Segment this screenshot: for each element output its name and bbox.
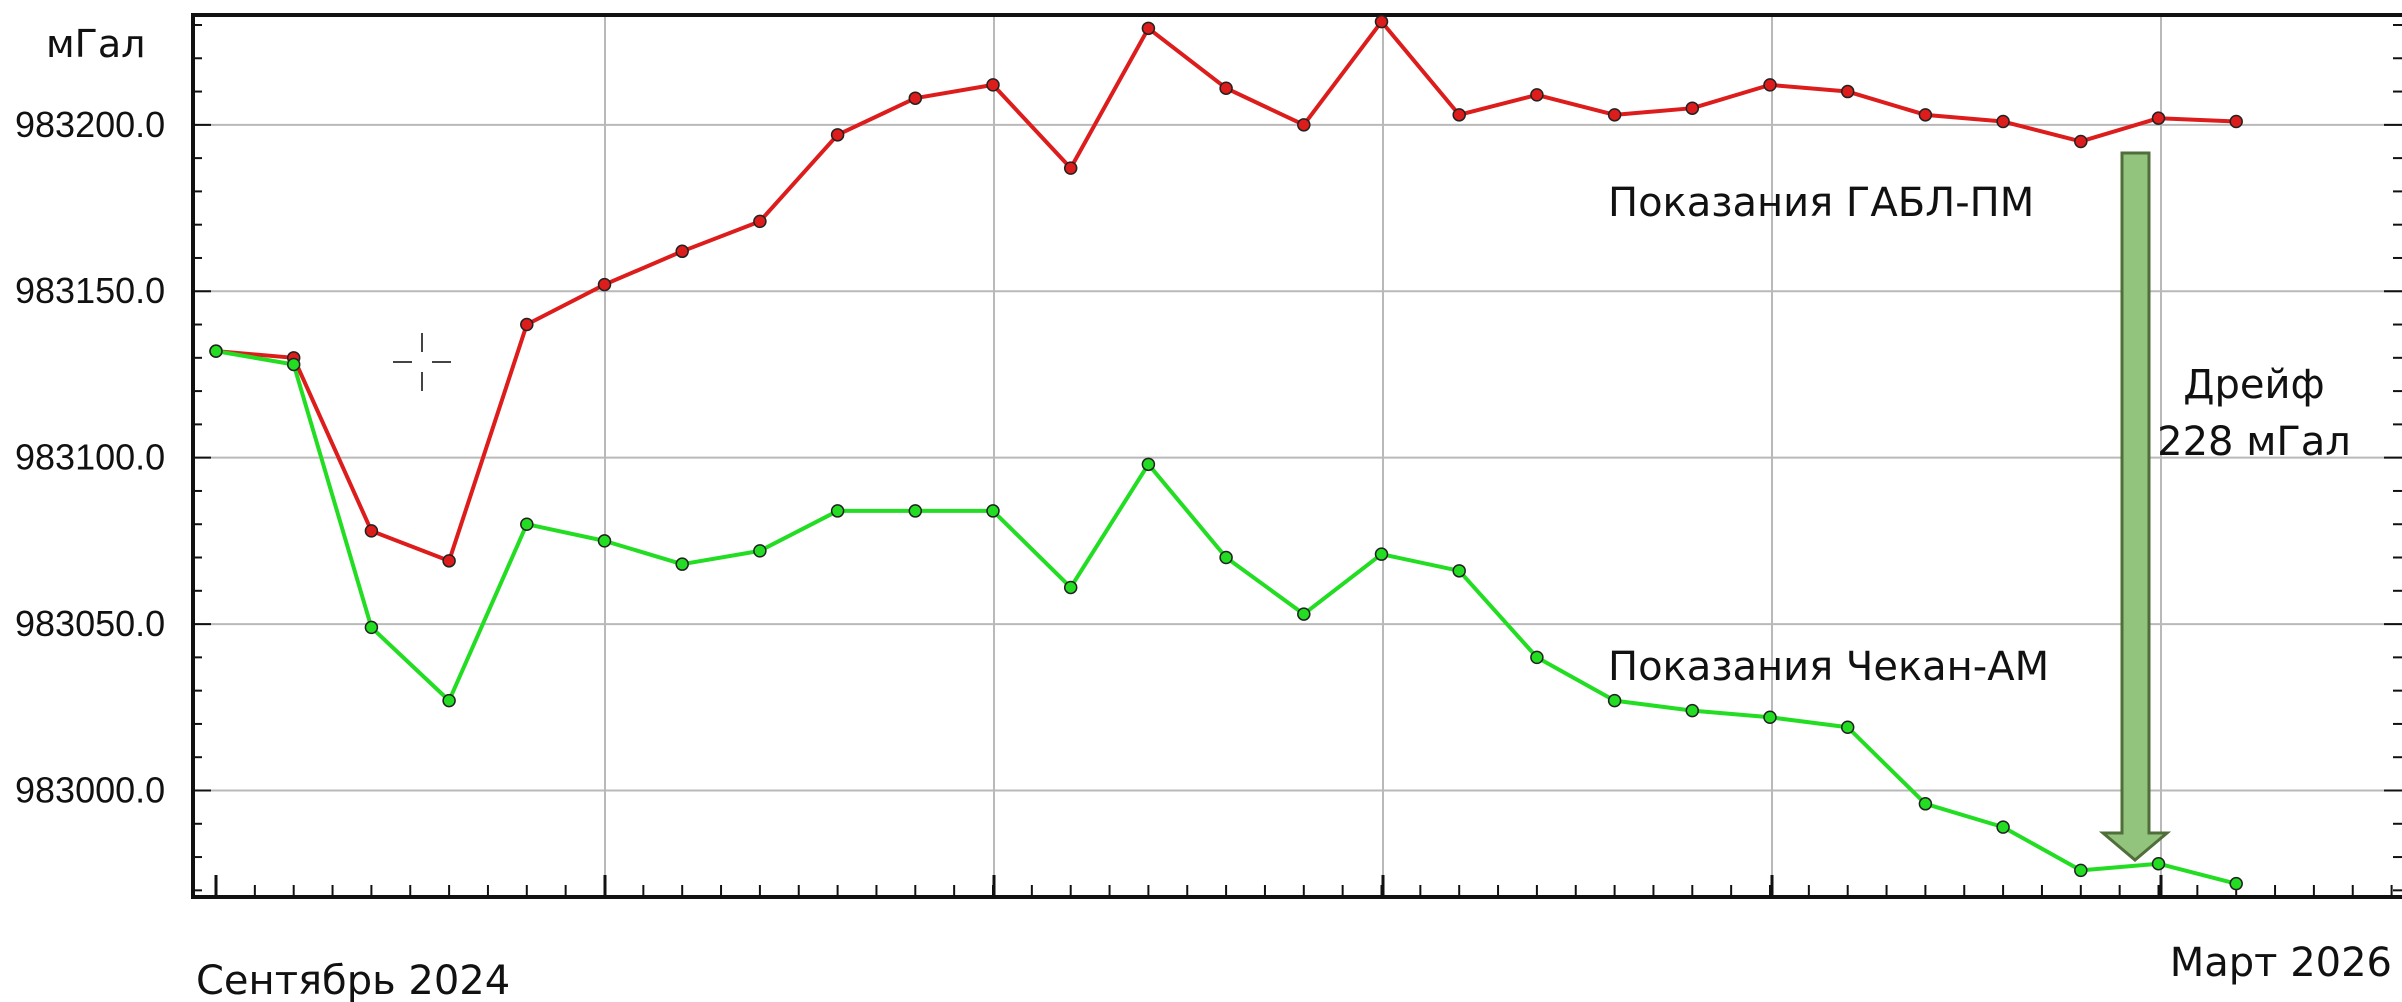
data-point xyxy=(1297,607,1311,621)
data-point xyxy=(908,504,923,518)
data-point xyxy=(1219,550,1233,565)
data-point xyxy=(753,214,767,229)
data-point xyxy=(2074,863,2088,878)
data-point xyxy=(520,317,534,332)
x-axis-start-label: Сентябрь 2024 xyxy=(196,958,510,1002)
data-point xyxy=(1607,108,1622,122)
series-layer xyxy=(209,14,2243,891)
data-point xyxy=(1530,88,1544,102)
data-point xyxy=(830,128,845,142)
down-arrow-icon xyxy=(2098,151,2172,862)
y-tick-label: 983050.0 xyxy=(15,603,165,644)
data-point xyxy=(209,344,223,358)
data-point xyxy=(442,554,456,568)
data-point xyxy=(1685,101,1700,115)
data-point xyxy=(2229,114,2243,129)
y-tick-label: 983200.0 xyxy=(15,104,165,145)
data-point xyxy=(442,693,456,708)
data-point xyxy=(753,544,767,558)
data-point xyxy=(1219,81,1233,95)
data-point xyxy=(2151,111,2166,125)
y-axis-tick-labels: 983000.0 983050.0 983100.0 983150.0 983200.0 xyxy=(15,104,165,811)
data-point xyxy=(675,557,689,571)
data-point xyxy=(2074,134,2088,149)
data-point xyxy=(1141,457,1156,472)
data-point xyxy=(1763,710,1777,725)
data-point xyxy=(1374,14,1389,29)
data-point xyxy=(597,534,612,548)
data-point xyxy=(908,91,923,105)
data-point xyxy=(1063,580,1078,595)
data-point xyxy=(1685,703,1700,718)
x-axis-end-label: Март 2026 xyxy=(2170,940,2392,986)
series-label-gabl-pm: Показания ГАБЛ-ПМ xyxy=(1608,180,2034,226)
data-point xyxy=(597,277,612,292)
data-point xyxy=(2229,876,2243,891)
data-point xyxy=(1840,720,1855,735)
series-1 xyxy=(209,344,2243,891)
y-axis-unit-label: мГал xyxy=(46,22,145,66)
drift-label-title: Дрейф xyxy=(2183,362,2324,408)
data-point xyxy=(1607,693,1622,708)
axis-ticks xyxy=(193,23,2402,897)
series-label-chekan-am: Показания Чекан-АМ xyxy=(1608,644,2049,690)
data-point xyxy=(1141,21,1156,36)
data-point xyxy=(364,620,379,635)
grid-lines xyxy=(193,15,2402,897)
y-tick-label: 983100.0 xyxy=(15,437,165,478)
data-point xyxy=(1996,820,2010,834)
data-point xyxy=(1840,84,1855,99)
series-0 xyxy=(209,14,2243,568)
series-line xyxy=(215,349,2237,886)
crosshair-cursor-icon xyxy=(393,333,451,391)
data-point xyxy=(1763,78,1777,92)
data-point xyxy=(986,504,1000,518)
data-point xyxy=(286,357,301,372)
data-point xyxy=(1297,118,1311,132)
y-tick-label: 983000.0 xyxy=(15,769,165,810)
data-point xyxy=(1063,161,1078,175)
data-point xyxy=(830,504,845,518)
data-point xyxy=(1530,650,1544,665)
drift-label-value: 228 мГал xyxy=(2157,419,2351,465)
data-point xyxy=(364,524,379,538)
data-point xyxy=(1918,797,1933,811)
plot-frame xyxy=(191,13,2402,899)
data-point xyxy=(675,244,689,259)
data-point xyxy=(986,78,1000,92)
data-point xyxy=(520,517,534,531)
data-point xyxy=(1452,108,1466,122)
data-point xyxy=(1996,114,2010,129)
data-point xyxy=(1452,564,1466,578)
data-point xyxy=(1918,108,1933,122)
y-tick-label: 983150.0 xyxy=(15,270,165,311)
drift-arrow xyxy=(2098,151,2172,862)
data-point xyxy=(1374,547,1389,561)
data-point xyxy=(2151,856,2166,871)
